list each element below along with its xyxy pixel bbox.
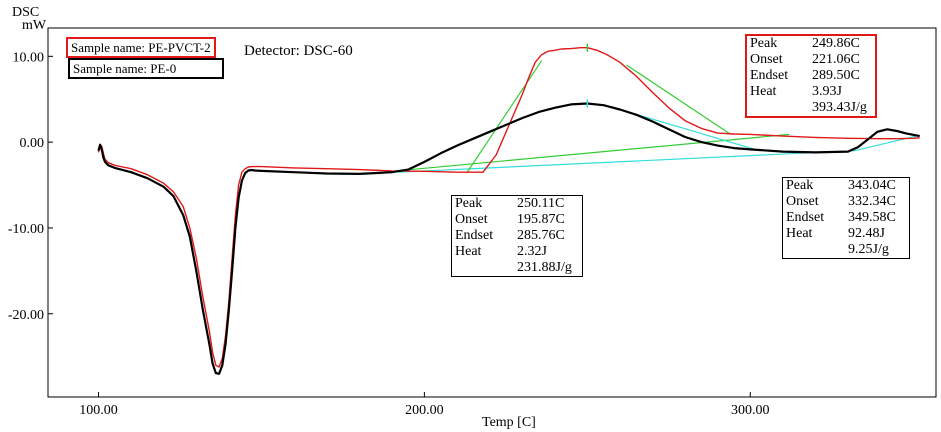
- series-line-pe-pvct-2: [97, 47, 920, 368]
- info-value: 231.88J/g: [517, 260, 572, 275]
- baseline-line: [391, 133, 790, 172]
- y-label-unit: mW: [22, 18, 47, 33]
- info-value: 332.34C: [848, 194, 896, 209]
- info-value: 195.87C: [517, 212, 565, 227]
- info-value: 349.58C: [848, 210, 896, 225]
- baseline-line: [398, 150, 855, 173]
- info-key: [747, 100, 812, 116]
- info-key: Heat: [786, 226, 813, 241]
- sample-label-pe-0: Sample name: PE-0: [68, 58, 224, 79]
- x-axis-label: Temp [C]: [482, 415, 536, 430]
- y-ticks: 10.00 0.00 -10.00 -20.00: [8, 50, 53, 323]
- x-tick-label: 100.00: [79, 403, 118, 418]
- info-key: Heat: [455, 244, 482, 259]
- info-key: Peak: [786, 178, 814, 193]
- info-box-pe-pvct-2: Peak 249.86C Onset 221.06C Endset 289.50C H…: [745, 34, 877, 118]
- info-key: Onset: [455, 212, 488, 227]
- info-key: Peak: [455, 196, 483, 211]
- baseline-line: [626, 64, 732, 135]
- y-tick-label: -20.00: [8, 308, 44, 323]
- x-ticks: 100.00 200.00 300.00: [79, 392, 770, 418]
- info-key: Heat: [750, 84, 777, 99]
- info-key: Onset: [786, 194, 819, 209]
- info-value: 92.48J: [848, 226, 885, 241]
- info-key: Endset: [786, 210, 825, 225]
- info-value: 250.11C: [517, 196, 565, 211]
- y-label-top: DSC: [12, 5, 39, 20]
- y-tick-label: 10.00: [13, 50, 45, 65]
- x-tick-label: 300.00: [731, 403, 770, 418]
- info-key: [783, 242, 848, 258]
- y-tick-label: 0.00: [20, 136, 45, 151]
- sample-label-pe-pvct-2: Sample name: PE-PVCT-2: [66, 37, 216, 58]
- info-key: [452, 260, 517, 276]
- chart-lines: [97, 43, 920, 375]
- info-value: 285.76C: [517, 228, 565, 243]
- detector-label: Detector: DSC-60: [244, 43, 353, 59]
- info-key: Endset: [750, 68, 789, 83]
- series-line-pe-0: [97, 102, 920, 375]
- info-value: 249.86C: [812, 36, 860, 51]
- info-box-pe-0-main: Peak 250.11C Onset 195.87C Endset 285.76C H…: [451, 195, 583, 277]
- info-box-pe-0-end: Peak 343.04C Onset 332.34C Endset 349.58C H…: [782, 177, 910, 259]
- x-tick-label: 200.00: [405, 403, 444, 418]
- info-key: Peak: [750, 36, 778, 51]
- plot-frame: [47, 27, 937, 398]
- info-value: 289.50C: [812, 68, 860, 83]
- y-tick-label: -10.00: [8, 222, 44, 237]
- info-key: Endset: [455, 228, 494, 243]
- info-value: 3.93J: [812, 84, 842, 99]
- info-value: 9.25J/g: [848, 242, 889, 257]
- info-key: Onset: [750, 52, 783, 67]
- info-value: 221.06C: [812, 52, 860, 67]
- info-value: 343.04C: [848, 178, 896, 193]
- info-value: 393.43J/g: [812, 100, 867, 115]
- baseline-line: [466, 60, 543, 174]
- info-value: 2.32J: [517, 244, 547, 259]
